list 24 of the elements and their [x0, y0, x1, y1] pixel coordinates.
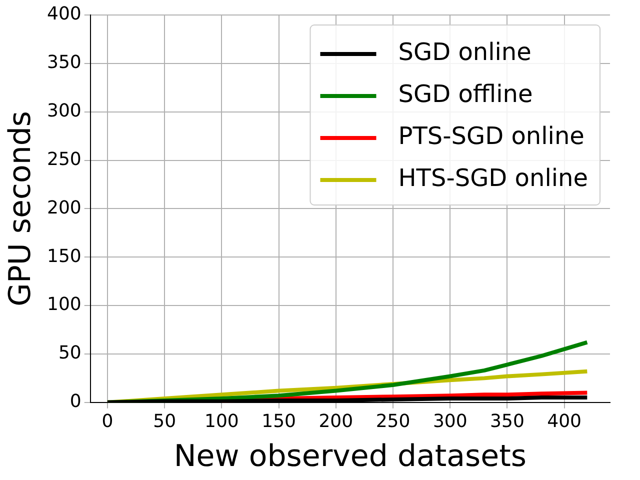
- x-tick-label: 400: [547, 410, 582, 432]
- legend-label: HTS-SGD online: [398, 164, 588, 192]
- legend-label: SGD offline: [398, 80, 533, 108]
- legend-label: SGD online: [398, 38, 532, 66]
- y-tick-label: 50: [58, 342, 82, 364]
- y-axis-title: GPU seconds: [2, 110, 38, 306]
- x-tick-label: 0: [102, 410, 114, 432]
- x-tick-label: 300: [432, 410, 468, 432]
- x-tick-label: 250: [376, 410, 410, 432]
- x-axis-title: New observed datasets: [174, 438, 526, 474]
- x-tick-label: 50: [153, 410, 176, 432]
- y-tick-label: 100: [46, 294, 82, 316]
- y-tick-label: 350: [46, 52, 82, 74]
- y-tick-label: 250: [46, 148, 82, 170]
- y-tick-label: 0: [70, 391, 82, 412]
- x-tick-label: 350: [490, 410, 524, 432]
- legend-label: PTS-SGD online: [398, 122, 584, 150]
- y-tick-label: 300: [46, 100, 82, 122]
- x-tick-label: 150: [262, 410, 296, 432]
- y-tick-label: 150: [46, 246, 82, 267]
- y-tick-label: 400: [46, 4, 82, 25]
- y-tick-label: 200: [46, 197, 82, 218]
- x-tick-label: 100: [204, 410, 239, 432]
- x-tick-label: 200: [318, 410, 354, 432]
